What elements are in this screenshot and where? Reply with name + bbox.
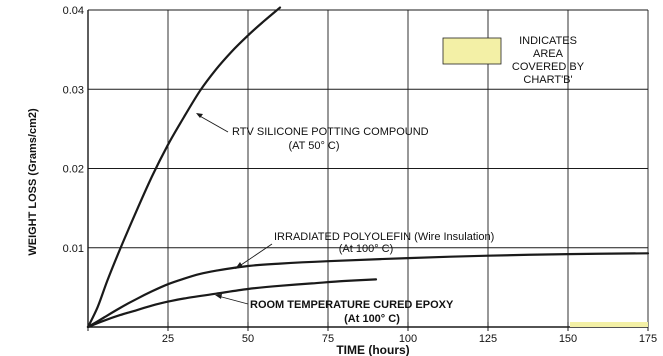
x-tick-label-7: 175 bbox=[639, 333, 657, 345]
legend-line-2: AREA bbox=[533, 48, 564, 60]
epoxy-pointer bbox=[217, 295, 249, 305]
y-axis-title: WEIGHT LOSS (Grams/cm2) bbox=[27, 108, 39, 256]
polyolefin-arrowhead bbox=[235, 262, 243, 269]
epoxy-arrowhead bbox=[215, 294, 222, 299]
x-tick-label-1: 25 bbox=[162, 333, 174, 345]
x-tick-labels: 25 50 75 100 125 150 175 bbox=[162, 333, 657, 345]
rtv-label: RTV SILICONE POTTING COMPOUND bbox=[232, 126, 429, 138]
series-rtv-line bbox=[86, 6, 282, 329]
legend-line-4: CHART'B' bbox=[523, 74, 572, 86]
x-tick-label-3: 75 bbox=[322, 333, 334, 345]
y-tick-labels: 0.01 0.02 0.03 0.04 bbox=[63, 5, 84, 255]
polyolefin-condition: (At 100° C) bbox=[339, 243, 394, 255]
y-tick-label-1: 0.01 bbox=[63, 243, 84, 255]
chart-b-area bbox=[570, 322, 648, 327]
y-tick-label-4: 0.04 bbox=[63, 5, 84, 17]
series-polyolefin-line bbox=[86, 252, 650, 329]
legend-line-1: INDICATES bbox=[519, 35, 577, 47]
x-axis-title: TIME (hours) bbox=[336, 343, 409, 356]
rtv-arrowhead bbox=[196, 113, 203, 118]
polyolefin-label: IRRADIATED POLYOLEFIN (Wire Insulation) bbox=[274, 231, 494, 243]
rtv-condition: (AT 50° C) bbox=[288, 140, 339, 152]
epoxy-condition: (At 100° C) bbox=[344, 313, 400, 325]
rtv-pointer bbox=[197, 114, 229, 133]
grid-lines bbox=[88, 9, 649, 327]
x-tick-label-6: 150 bbox=[559, 333, 577, 345]
legend-line-3: COVERED BY bbox=[512, 61, 585, 73]
series-epoxy-line bbox=[86, 278, 378, 329]
y-tick-label-3: 0.03 bbox=[63, 84, 84, 96]
x-tick-label-5: 125 bbox=[479, 333, 497, 345]
x-tick-label-4: 100 bbox=[399, 333, 417, 345]
polyolefin-pointer bbox=[237, 243, 273, 268]
series-lines bbox=[86, 6, 650, 329]
y-tick-label-2: 0.02 bbox=[63, 164, 84, 176]
epoxy-label: ROOM TEMPERATURE CURED EPOXY bbox=[250, 299, 454, 311]
x-tick-label-2: 50 bbox=[242, 333, 254, 345]
chart-b-legend-swatch bbox=[442, 37, 502, 65]
